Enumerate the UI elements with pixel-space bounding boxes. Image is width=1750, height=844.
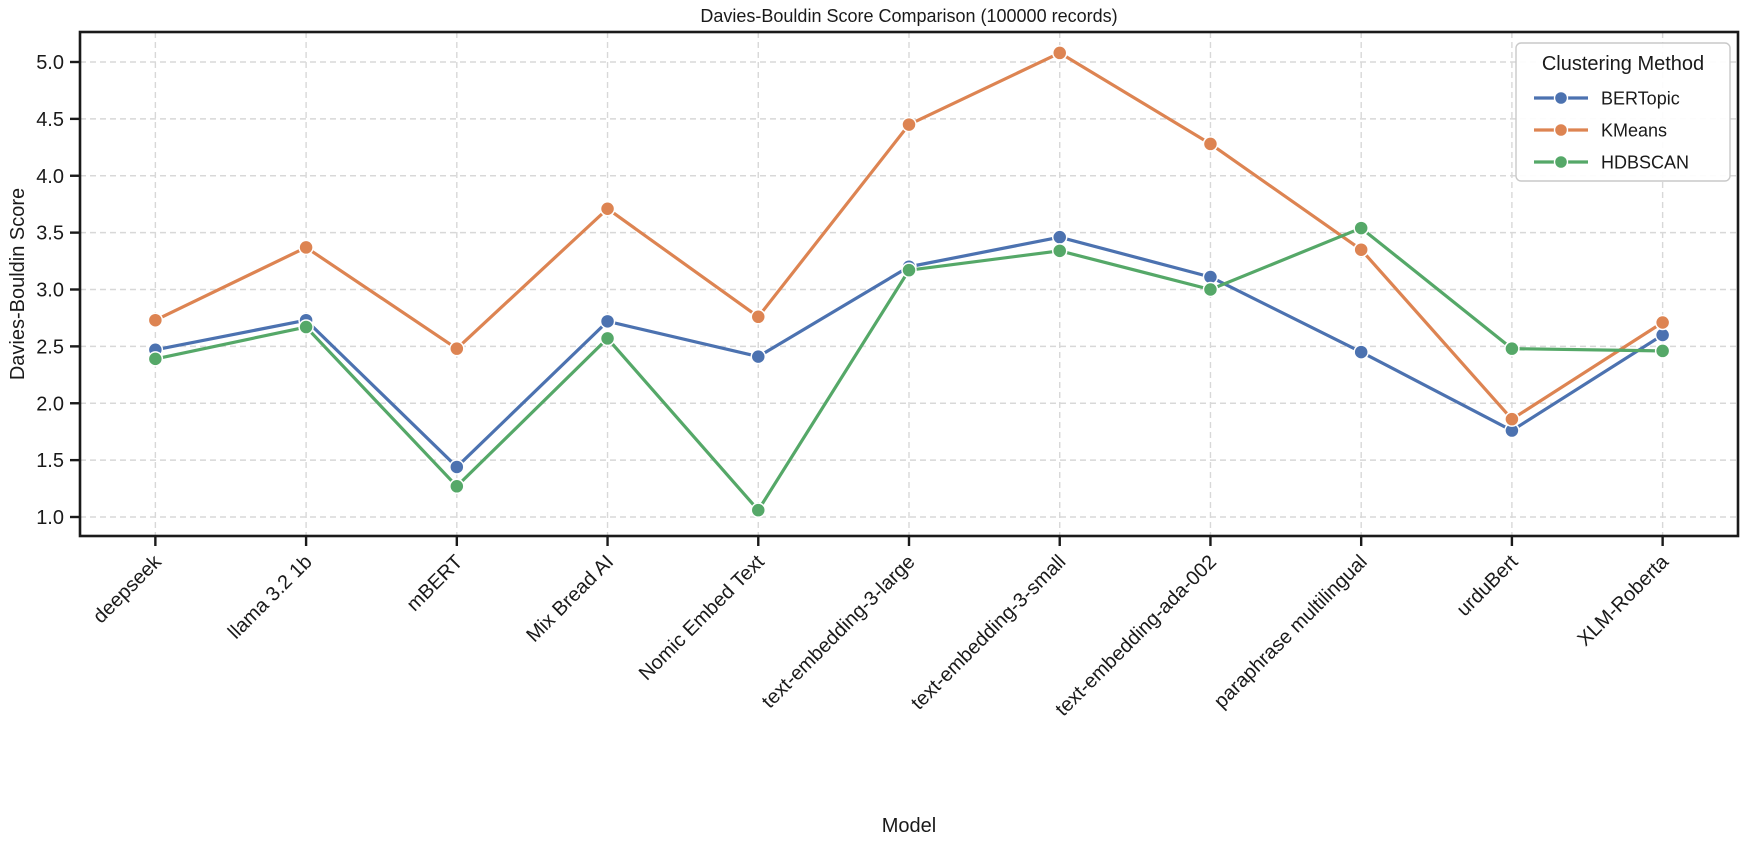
data-point-KMeans-6	[1051, 45, 1068, 61]
legend-sample-marker	[1553, 122, 1569, 138]
data-point-HDBSCAN-6	[1051, 243, 1068, 259]
x-tick-label: urduBert	[1453, 551, 1523, 621]
x-tick-label: text-embedding-ada-002	[1051, 551, 1221, 721]
data-point-HDBSCAN-0	[147, 351, 164, 367]
data-point-HDBSCAN-10	[1654, 343, 1671, 359]
data-point-KMeans-1	[298, 239, 314, 256]
data-point-BERTopic-3	[599, 313, 616, 330]
data-point-BERTopic-8	[1353, 344, 1369, 360]
x-tick-label: text-embedding-3-small	[907, 551, 1070, 714]
x-tick-label: llama 3.2 1b	[224, 551, 317, 644]
x-tick-label: Nomic Embed Text	[635, 551, 769, 685]
y-tick-label: 1.0	[36, 507, 64, 529]
legend-sample-marker	[1553, 90, 1569, 106]
legend-item-KMeans: KMeans	[1534, 121, 1667, 141]
data-point-KMeans-8	[1353, 241, 1369, 258]
legend-sample-marker	[1553, 154, 1569, 170]
data-point-BERTopic-2	[449, 459, 465, 475]
data-point-KMeans-2	[449, 340, 465, 357]
y-tick-label: 3.0	[36, 280, 64, 302]
data-point-HDBSCAN-2	[449, 478, 465, 495]
data-point-HDBSCAN-9	[1504, 340, 1520, 357]
data-point-KMeans-9	[1504, 411, 1520, 427]
x-tick-label: paraphrase multilingual	[1210, 551, 1372, 713]
data-point-KMeans-5	[901, 116, 917, 133]
x-tick-label: mBERT	[403, 551, 468, 616]
legend-label-KMeans: KMeans	[1601, 121, 1667, 141]
y-axis-label: Davies-Bouldin Score	[7, 188, 29, 380]
data-point-HDBSCAN-3	[599, 330, 616, 347]
y-tick-label: 2.5	[36, 336, 64, 358]
legend-item-HDBSCAN: HDBSCAN	[1534, 153, 1689, 173]
y-tick-label: 4.0	[36, 166, 64, 188]
legend-box	[1515, 42, 1731, 182]
data-point-HDBSCAN-8	[1353, 220, 1369, 236]
legend-title: Clustering Method	[1542, 53, 1704, 75]
legend-label-HDBSCAN: HDBSCAN	[1601, 153, 1689, 173]
data-point-KMeans-7	[1202, 136, 1219, 152]
data-point-HDBSCAN-1	[298, 319, 314, 335]
x-tick-label: XLM-Roberta	[1574, 550, 1674, 650]
chart-title: Davies-Bouldin Score Comparison (100000 …	[700, 6, 1117, 26]
x-tick-label: text-embedding-3-large	[758, 551, 920, 713]
data-point-KMeans-4	[750, 309, 767, 325]
y-tick-label: 4.5	[36, 109, 64, 131]
y-tick-label: 3.5	[36, 223, 64, 245]
data-point-KMeans-0	[147, 312, 164, 328]
data-point-KMeans-10	[1654, 314, 1671, 331]
y-tick-label: 5.0	[36, 52, 64, 74]
x-tick-label: Mix Bread AI	[522, 551, 618, 647]
y-tick-label: 2.0	[36, 393, 64, 415]
legend-item-BERTopic: BERTopic	[1534, 89, 1680, 109]
legend-label-BERTopic: BERTopic	[1601, 89, 1680, 109]
data-point-BERTopic-4	[750, 348, 767, 365]
data-point-HDBSCAN-5	[901, 262, 917, 278]
data-point-HDBSCAN-4	[750, 502, 767, 518]
x-tick-label: deepseek	[89, 550, 167, 628]
data-point-HDBSCAN-7	[1202, 281, 1219, 298]
data-point-KMeans-3	[599, 200, 616, 217]
plot-area-border	[78, 30, 1740, 538]
y-tick-label: 1.5	[36, 450, 64, 472]
x-axis-label: Model	[882, 815, 936, 837]
data-point-BERTopic-6	[1051, 229, 1068, 245]
